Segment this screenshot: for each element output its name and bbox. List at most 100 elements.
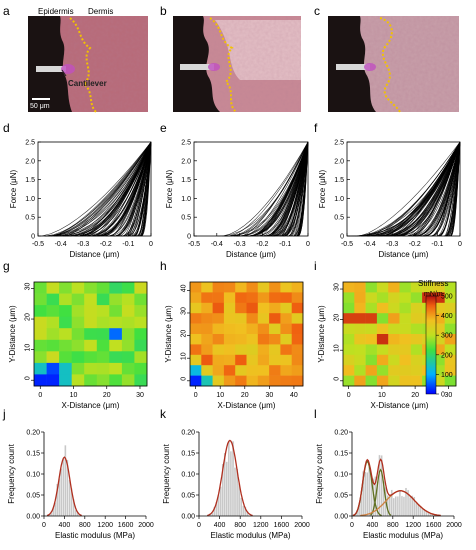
heatmap-cell [71, 316, 85, 329]
heatmap-cell [388, 302, 400, 314]
x-tick-label: 10 [216, 392, 224, 399]
heatmap-cell [291, 302, 304, 314]
heatmap-cell [410, 302, 423, 314]
heatmap-cell [59, 282, 72, 294]
heatmap-cell [34, 362, 47, 375]
heatmap-cell [190, 292, 202, 304]
heatmap-cell [134, 351, 148, 364]
heatmap-cell [246, 313, 259, 324]
heatmap-cell [46, 374, 60, 387]
heatmap-cell [269, 344, 281, 356]
heatmap-cell [59, 374, 72, 387]
heatmap-cell [201, 313, 213, 324]
heatmap-cell [134, 305, 148, 317]
force-curve [242, 141, 309, 237]
heatmap-cell [399, 313, 412, 324]
force-curve [409, 141, 461, 237]
x-tick-label: 800 [79, 522, 91, 529]
heatmap-cell [269, 323, 281, 335]
heatmap-cell [444, 292, 457, 304]
y-tick-label: 1.5 [25, 177, 35, 184]
heatmap-cell [235, 334, 247, 345]
y-tick-label: 1.0 [181, 196, 191, 203]
y-tick-label: 0.10 [181, 472, 195, 479]
heatmap-cell [190, 334, 202, 345]
force-plot-d: -0.5 -0.4 -0.3 -0.2 -0.1 0 0 0.5 1.0 1.5 2.0 2.5 Dis… [9, 140, 153, 260]
heatmap-cell [34, 293, 47, 306]
heatmap-cell [212, 323, 225, 335]
y-tick-label: 0.10 [26, 472, 40, 479]
heatmap-cell [201, 334, 213, 345]
x-axis-label: Distance (μm) [379, 250, 429, 259]
heatmap-cell [96, 374, 110, 387]
heatmap-cell [376, 354, 389, 366]
y-axis-label: Frequency count [162, 443, 171, 503]
heatmap-cell [190, 365, 202, 376]
force-curve [398, 141, 461, 237]
heatmap-cell [410, 282, 423, 293]
y-tick-label: 0.15 [334, 451, 348, 458]
y-tick-label: 30 [25, 282, 32, 290]
heatmap-cell [365, 365, 378, 376]
x-tick-label: -0.1 [122, 241, 134, 248]
heatmap-cell [291, 282, 304, 293]
heatmap-cell [121, 328, 135, 341]
heatmap-cell [96, 339, 110, 352]
plot-frame [189, 281, 304, 387]
force-curve [426, 141, 461, 237]
histogram-bar [62, 458, 65, 517]
x-tick-label: 800 [387, 522, 399, 529]
y-tick-label: 0 [25, 376, 32, 380]
heatmap-cell [365, 334, 378, 345]
y-axis-label: Force (μN) [318, 169, 327, 208]
heatmap-cell [280, 344, 292, 356]
heatmap-cell [223, 282, 236, 293]
heatmap-cell [223, 354, 236, 366]
plot-axes [198, 432, 302, 517]
heatmap-cell [444, 354, 457, 366]
histogram-bar [233, 467, 237, 517]
colorbar-tick-label: 300 [441, 333, 453, 340]
heatmap-cell [433, 334, 445, 345]
x-tick-label: 1600 [274, 522, 290, 529]
histogram-j: 0 400 800 1200 1600 2000 0.00 0.05 0.10 0.15 0.20 E… [7, 430, 154, 541]
histogram-bar [242, 505, 245, 517]
x-tick-label: 400 [59, 522, 71, 529]
heatmap-cell [257, 344, 270, 356]
heatmap-cell [134, 339, 148, 352]
heatmap-cell [269, 282, 281, 293]
force-curve [139, 141, 152, 237]
heatmap-cell [223, 313, 236, 324]
heatmap-cell [46, 328, 60, 341]
histogram-bar [408, 496, 412, 517]
heatmap-cell [399, 334, 412, 345]
heatmap-cell [269, 292, 281, 304]
panel-letter-f: f [314, 121, 318, 135]
heatmap-cell [269, 354, 281, 366]
x-axis-label: Elastic modulus (MPa) [210, 531, 290, 540]
force-curve [131, 141, 152, 237]
heatmap-cell [291, 344, 304, 356]
panel-letter-c: c [314, 4, 320, 18]
heatmap-cell [212, 302, 225, 314]
heatmap-cell [354, 292, 366, 304]
force-plot-e: -0.5 -0.4 -0.3 -0.2 -0.1 0 0 0.5 1.0 1.5 2.0 2.5 Dis… [165, 140, 310, 260]
y-tick-label: 1.5 [334, 177, 344, 184]
x-tick-label: 0 [42, 522, 46, 529]
heatmap-cell [343, 302, 355, 314]
fit-total-curve [46, 456, 82, 517]
heatmap-cell [190, 282, 202, 293]
stiffness-colorbar: Stiffness mN/m 0 100 200 300 400 500 [418, 279, 453, 399]
heatmap-cell [399, 365, 412, 376]
force-curve [297, 141, 309, 237]
heatmap-cell [399, 282, 412, 293]
x-axis-label: Elastic modulus (MPa) [363, 531, 443, 540]
heatmap-cell [190, 354, 202, 366]
heatmap-cell [235, 292, 247, 304]
colorbar-title: Stiffness [418, 279, 449, 288]
heatmap-cell [121, 339, 135, 352]
colorbar-tick-label: 100 [441, 372, 453, 379]
heatmap-cell [201, 344, 213, 356]
x-tick-label: 800 [234, 522, 246, 529]
